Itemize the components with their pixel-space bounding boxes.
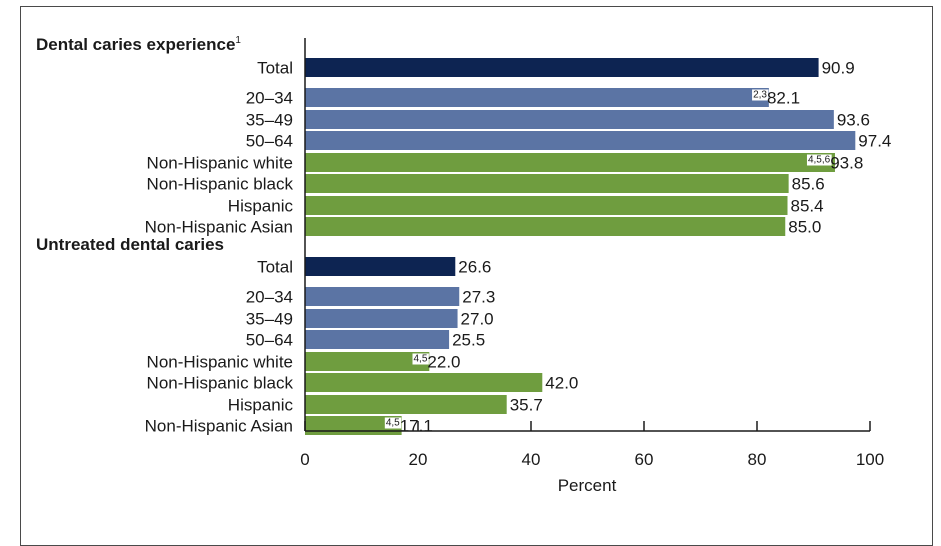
- value-text: 17.1: [400, 417, 433, 436]
- value-label: 27.0: [461, 310, 494, 329]
- value-label: 85.6: [792, 175, 825, 194]
- bar: [305, 257, 456, 276]
- category-label: Non-Hispanic black: [147, 175, 294, 194]
- value-label: 27.3: [462, 288, 495, 307]
- value-label: 93.6: [837, 111, 870, 130]
- footnote-background: [806, 154, 832, 166]
- category-label: 20–34: [246, 89, 293, 108]
- footnote-marker: 2,3: [753, 90, 767, 101]
- value-label: 4,522.0: [414, 353, 461, 372]
- bar: [305, 330, 450, 349]
- category-label: Non-Hispanic white: [147, 154, 293, 173]
- category-labels: Dental caries experience1 Total 20–34 35–49…: [36, 35, 293, 436]
- bar: [305, 58, 819, 77]
- category-label: 35–49: [246, 310, 293, 329]
- bar: [305, 196, 788, 215]
- bar: [305, 131, 856, 150]
- value-label: 2,382.1: [753, 89, 800, 108]
- bar: [305, 110, 834, 129]
- category-label: Total: [257, 258, 293, 277]
- x-tick-label: 60: [635, 450, 654, 469]
- footnote-marker: 4,5,6: [808, 155, 831, 166]
- footnote-background: [384, 417, 402, 429]
- bar: [305, 174, 789, 193]
- category-label: Total: [257, 59, 293, 78]
- value-label: 85.4: [791, 197, 824, 216]
- value-label: 97.4: [858, 132, 891, 151]
- category-label: Non-Hispanic Asian: [145, 417, 293, 436]
- bar: [305, 373, 543, 392]
- group-title: Dental caries experience1: [36, 35, 241, 54]
- bar: [305, 153, 835, 172]
- category-label: Hispanic: [228, 396, 294, 415]
- value-label: 26.6: [458, 258, 491, 277]
- x-tick-label: 40: [522, 450, 541, 469]
- footnote-background: [752, 89, 769, 101]
- x-axis-title: Percent: [558, 476, 617, 495]
- bar: [305, 217, 786, 236]
- value-label: 85.0: [788, 218, 821, 237]
- value-label: 4,5,693.8: [808, 154, 863, 173]
- x-tick-label: 100: [856, 450, 884, 469]
- bar: [305, 395, 507, 414]
- group-title: Untreated dental caries: [36, 235, 224, 254]
- x-tick-label: 20: [409, 450, 428, 469]
- x-tick-label: 80: [748, 450, 767, 469]
- value-label: 42.0: [545, 374, 578, 393]
- category-label: Hispanic: [228, 197, 294, 216]
- bar: [305, 352, 430, 371]
- bar: [305, 88, 769, 107]
- x-axis: 0 20 40 60 80 100: [300, 38, 884, 469]
- x-tick-label: 0: [300, 450, 309, 469]
- footnote-marker: 4,5: [414, 354, 428, 365]
- value-text: 22.0: [427, 353, 460, 372]
- value-text: 82.1: [767, 89, 800, 108]
- bars: [305, 58, 856, 435]
- bar: [305, 309, 458, 328]
- category-label: Non-Hispanic white: [147, 353, 293, 372]
- footnote-marker: 1: [235, 35, 241, 46]
- value-label: 90.9: [822, 59, 855, 78]
- bar-chart: Dental caries experience1 Total 20–34 35–49…: [36, 35, 891, 495]
- category-label: Non-Hispanic Asian: [145, 218, 293, 237]
- value-label: 35.7: [510, 396, 543, 415]
- category-label: 50–64: [246, 132, 293, 151]
- category-label: 50–64: [246, 331, 293, 350]
- category-label: Non-Hispanic black: [147, 374, 294, 393]
- footnote-marker: 4,5: [386, 418, 400, 429]
- category-label: 20–34: [246, 288, 293, 307]
- value-labels: 90.9 2,382.1 93.6 97.4 4,5,693.8 85.6 85.4 85.0…: [384, 59, 891, 436]
- value-text: 93.8: [830, 154, 863, 173]
- footnote-background: [412, 353, 429, 365]
- bar: [305, 287, 460, 306]
- category-label: 35–49: [246, 111, 293, 130]
- value-label: 25.5: [452, 331, 485, 350]
